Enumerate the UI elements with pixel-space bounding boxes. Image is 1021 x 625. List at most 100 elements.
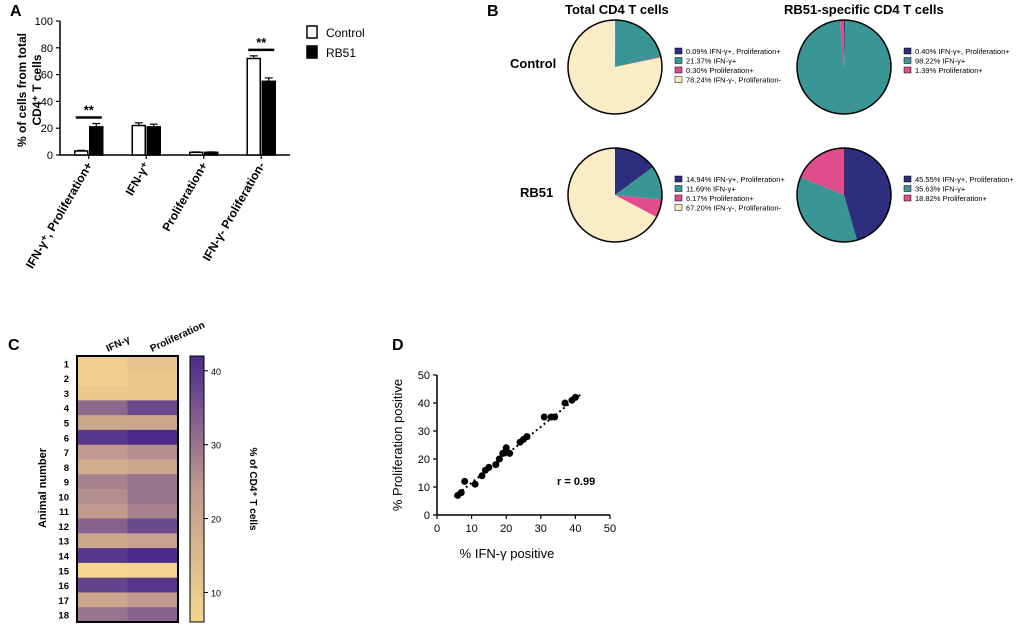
heatmap-cell	[127, 577, 179, 593]
d-point	[551, 413, 559, 421]
heatmap-row-label: 14	[58, 552, 69, 563]
pie-slice-dual	[844, 20, 846, 67]
a-bars: ** **	[74, 35, 276, 156]
pie-slice-ifn	[615, 20, 661, 67]
pie-legend-swatch-dual	[674, 47, 683, 55]
b-col-title-specific: RB51-specific CD4 T cells	[784, 2, 944, 17]
a-x-tick-label: IFN-γ- Proliferation-	[200, 160, 268, 264]
a-bar-rb51	[146, 126, 161, 156]
heatmap-row-label: 16	[58, 581, 69, 592]
pie-legend-swatch-neg	[674, 204, 683, 211]
c-col-label-prolif: Proliferation	[149, 320, 207, 355]
heatmap-row-label: 18	[58, 611, 69, 622]
heatmap-cell	[77, 592, 128, 608]
heatmap-cell	[127, 444, 179, 460]
pie-slice-ifn	[797, 177, 857, 242]
d-axes: 0 10 20 30 40 50 0 10 20 30 40 50	[418, 370, 616, 535]
a-bar-control	[74, 150, 89, 156]
d-point	[457, 489, 465, 497]
heatmap-cell	[77, 548, 128, 564]
heatmap-row-label: 6	[64, 433, 69, 444]
heatmap-cell	[77, 503, 128, 520]
heatmap-row-label: 7	[64, 448, 69, 459]
a-y-tick-label: 40	[41, 96, 53, 108]
heatmap-row-label: 4	[64, 404, 70, 415]
d-point	[506, 449, 514, 457]
heatmap-cell	[127, 400, 179, 416]
colorbar-tick-label: 10	[211, 588, 221, 598]
pie-slice-dual	[844, 148, 891, 241]
d-x-tick-label: 30	[535, 523, 547, 535]
b-col-title-total: Total CD4 T cells	[565, 2, 669, 17]
c-cells	[77, 356, 179, 623]
a-bar-rb51	[204, 151, 219, 156]
colorbar-tick-label: 40	[211, 367, 221, 377]
legend-swatch-rb51	[306, 45, 318, 59]
pie-legend-label: 0.09% IFN-γ+, Proliferation+	[686, 47, 781, 56]
heatmap-cell	[127, 548, 179, 564]
heatmap-cell	[127, 370, 179, 387]
heatmap-cell	[127, 533, 179, 549]
a-x-tick-label: Proliferation+	[159, 160, 210, 234]
pie-legend-swatch-ifn	[903, 57, 912, 64]
heatmap-panel: IFN-γ Proliferation Animal number 123456…	[37, 320, 258, 623]
panel-label-d: D	[392, 337, 404, 354]
a-ylabel-line2: CD4⁺ T cells	[30, 54, 44, 125]
a-significance-label: **	[256, 35, 267, 50]
d-point	[571, 393, 579, 401]
heatmap-cell	[77, 444, 128, 460]
pie-legend-swatch-prolif	[674, 66, 683, 74]
pie-outline	[796, 19, 892, 115]
heatmap-row-label: 3	[64, 389, 69, 400]
c-col-label-ifn: IFN-γ	[105, 334, 133, 355]
pie-legend-swatch-dual	[674, 175, 683, 183]
a-bar-rb51	[89, 126, 104, 156]
d-x-tick-label: 20	[500, 523, 512, 535]
pie-legend-swatch-dual	[903, 175, 912, 183]
c-colorbar	[189, 355, 205, 623]
heatmap-cell	[77, 607, 128, 623]
d-ylabel: % Proliferation positive	[390, 379, 405, 511]
pie-legend-label: 67.20% IFN-γ-, Proliferation-	[686, 204, 782, 213]
pie-legend-label: 78.24% IFN-γ-, Proliferation-	[686, 76, 782, 85]
heatmap-cell	[127, 415, 179, 431]
heatmap-cell	[127, 429, 179, 446]
c-ylabel: Animal number	[37, 447, 49, 528]
a-y-tick-label: 0	[47, 150, 53, 162]
pie-legend-swatch-dual	[903, 47, 912, 55]
heatmap-cell	[77, 356, 128, 372]
pie-legend-label: 98.22% IFN-γ+	[915, 57, 966, 66]
heatmap-cell	[77, 489, 128, 505]
a-x-tick-labels: IFN-γ⁺, Proliferation+ IFN-γ⁺ Proliferatio…	[23, 160, 268, 272]
heatmap-cell	[127, 518, 179, 534]
c-colorbar-label: % of CD4⁺ T cells	[247, 447, 258, 531]
b-pies: 0.09% IFN-γ+, Proliferation+21.37% IFN-γ…	[567, 19, 1014, 243]
legend-label-rb51: RB51	[326, 46, 356, 60]
pie-legend-label: 0.40% IFN-γ+, Proliferation+	[915, 47, 1010, 56]
a-ylabel-line1: % of cells from total	[15, 33, 29, 147]
d-point	[485, 463, 493, 471]
heatmap-row-label: 5	[64, 419, 70, 430]
pie-legend-swatch-prolif	[903, 194, 912, 202]
a-y-tick-label: 80	[41, 43, 53, 55]
c-colorbar-ticks: 10 20 30 40	[204, 367, 221, 598]
heatmap-cell	[127, 385, 179, 401]
bar-chart-panel: % of cells from total CD4⁺ T cells 0 20 40…	[15, 16, 365, 271]
heatmap-cell	[77, 577, 128, 593]
pie-slice-neg	[568, 20, 662, 114]
heatmap-row-label: 15	[58, 566, 69, 577]
pie-legend-label: 21.37% IFN-γ+	[686, 57, 737, 66]
d-y-tick-label: 10	[418, 482, 430, 494]
heatmap-cell	[127, 592, 179, 608]
panel-label-b: B	[487, 3, 499, 20]
pie-legend-swatch-prolif	[674, 194, 683, 202]
pie-slice-prolif	[615, 195, 662, 218]
a-bar-rb51	[261, 80, 276, 156]
colorbar-tick-label: 20	[211, 515, 221, 525]
d-y-tick-label: 40	[418, 398, 430, 410]
heatmap-row-label: 11	[59, 507, 70, 518]
a-y-tick-label: 20	[41, 123, 53, 135]
heatmap-cell	[127, 562, 179, 579]
heatmap-row-label: 13	[58, 537, 69, 548]
